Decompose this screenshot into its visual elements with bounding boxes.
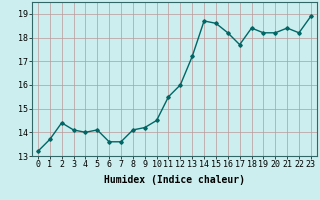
X-axis label: Humidex (Indice chaleur): Humidex (Indice chaleur) bbox=[104, 175, 245, 185]
